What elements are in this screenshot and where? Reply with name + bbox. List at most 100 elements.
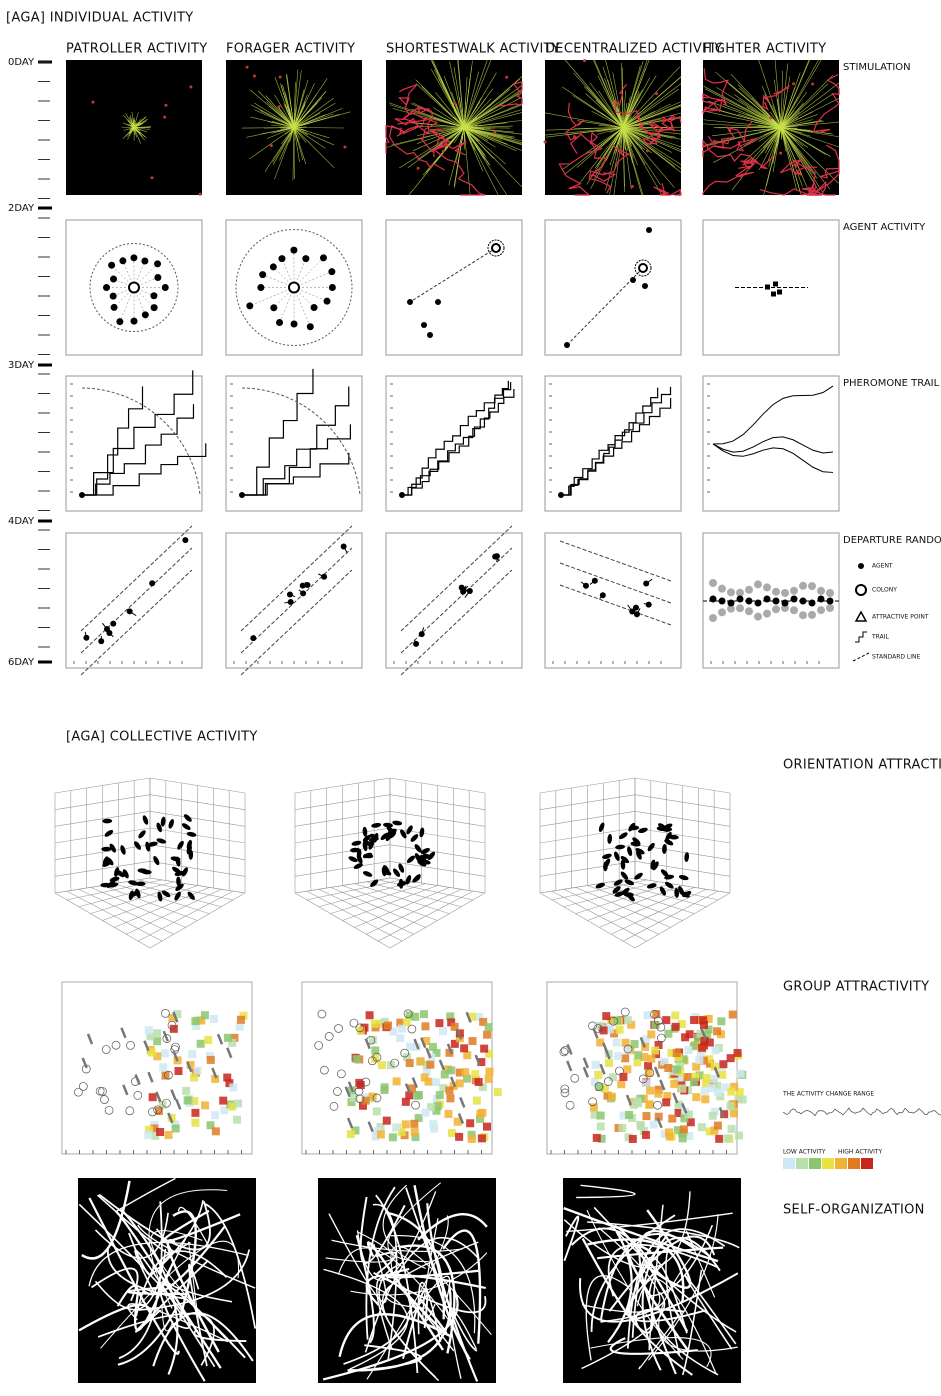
- panel-bg: [545, 376, 681, 511]
- heat-cell: [384, 1022, 392, 1030]
- heat-cell: [377, 1130, 385, 1138]
- heat-cell: [483, 1031, 491, 1039]
- agent: [406, 854, 417, 864]
- heat-cell: [623, 1065, 631, 1073]
- section-title: [AGA] INDIVIDUAL ACTIVITY: [6, 11, 193, 26]
- agent: [290, 247, 297, 254]
- trail-map: [78, 1178, 256, 1383]
- heatmap: [302, 982, 502, 1154]
- trail-dot: [808, 611, 816, 619]
- heat-cell: [411, 1013, 419, 1021]
- heat-cell: [727, 1088, 735, 1096]
- heat-cell: [664, 1064, 672, 1072]
- point: [279, 75, 282, 78]
- agent: [108, 262, 115, 269]
- heat-cell: [156, 1128, 164, 1136]
- panel: [544, 59, 681, 195]
- panel: [703, 533, 839, 668]
- agent: [110, 276, 117, 283]
- heat-cell: [410, 1120, 418, 1128]
- heat-cell: [494, 1088, 502, 1096]
- panel: [386, 60, 522, 195]
- cube-plot: [295, 778, 485, 948]
- heat-cell: [597, 1112, 605, 1120]
- trail-dot: [745, 607, 753, 615]
- panel: [545, 220, 681, 355]
- heat-cell: [455, 1133, 463, 1141]
- heat-cell: [690, 1078, 698, 1086]
- agent: [131, 318, 138, 325]
- point: [270, 144, 273, 147]
- column-header: PATROLLER ACTIVITY: [66, 42, 208, 57]
- agent: [102, 819, 112, 824]
- scale-swatch: [822, 1158, 834, 1169]
- heat-cell: [392, 1124, 400, 1132]
- cube-plot: [540, 778, 730, 948]
- panel-bg: [545, 533, 681, 668]
- heat-cell: [436, 1091, 444, 1099]
- agent: [637, 827, 648, 834]
- heat-cell: [347, 1130, 355, 1138]
- agent: [307, 323, 314, 330]
- legend-label: ATTRACTIVE POINT: [872, 614, 929, 621]
- panel: [703, 220, 839, 355]
- trail-dot: [763, 583, 771, 591]
- point: [769, 116, 772, 119]
- heat-cell: [447, 1066, 455, 1074]
- heat-cell: [730, 1109, 738, 1117]
- grid-line: [390, 893, 485, 948]
- trail-map: [563, 1178, 741, 1383]
- heat-cell: [597, 1122, 605, 1130]
- trail-dot: [790, 587, 798, 595]
- legend-trail: [855, 632, 867, 642]
- scale-swatch: [783, 1158, 795, 1169]
- legend-label: COLONY: [872, 587, 897, 594]
- heat-cell: [471, 1070, 479, 1078]
- heat-cell: [197, 1040, 205, 1048]
- heat-cell: [224, 1034, 232, 1042]
- panel: [66, 220, 202, 355]
- agent: [607, 834, 613, 844]
- heat-cell: [651, 1047, 659, 1055]
- point: [453, 102, 456, 105]
- trail-dot: [817, 587, 825, 595]
- agent: [626, 846, 633, 857]
- heat-cell: [647, 1030, 655, 1038]
- heat-cell: [161, 1049, 169, 1057]
- point: [199, 193, 202, 196]
- heat-cell: [212, 1127, 220, 1135]
- heat-cell: [201, 1011, 209, 1019]
- heat-cell: [678, 1085, 686, 1093]
- heat-cell: [466, 1119, 474, 1127]
- grid-line: [150, 893, 245, 948]
- heat-cell: [710, 1075, 718, 1083]
- heat-cell: [188, 1050, 196, 1058]
- point: [442, 150, 445, 153]
- heat-cell: [647, 1055, 655, 1063]
- agent: [142, 815, 150, 826]
- column-header: DECENTRALIZED ACTIVITY: [545, 42, 723, 57]
- point: [417, 167, 420, 170]
- point: [811, 83, 814, 86]
- column-header: FORAGER ACTIVITY: [226, 42, 355, 57]
- legend-line: [853, 653, 869, 661]
- agent: [160, 816, 166, 827]
- heat-cell: [616, 1026, 624, 1034]
- grid-line: [366, 889, 461, 934]
- row-label: SELF-ORGANIZATION: [783, 1203, 925, 1218]
- trail-dot: [745, 586, 753, 594]
- heat-cell: [728, 1125, 736, 1133]
- agent: [598, 822, 606, 833]
- heat-cell: [698, 1044, 706, 1052]
- panel: [66, 370, 206, 511]
- agent: [646, 227, 652, 233]
- heat-cell: [709, 1112, 717, 1120]
- agent: [119, 257, 126, 264]
- trail-dot: [754, 613, 762, 621]
- low-label: LOW ACTIVITY: [783, 1149, 826, 1156]
- heat-cell: [469, 1037, 477, 1045]
- heat-cell: [485, 1023, 493, 1031]
- trail-dot: [736, 604, 744, 612]
- agent: [239, 492, 245, 498]
- colony: [289, 283, 299, 293]
